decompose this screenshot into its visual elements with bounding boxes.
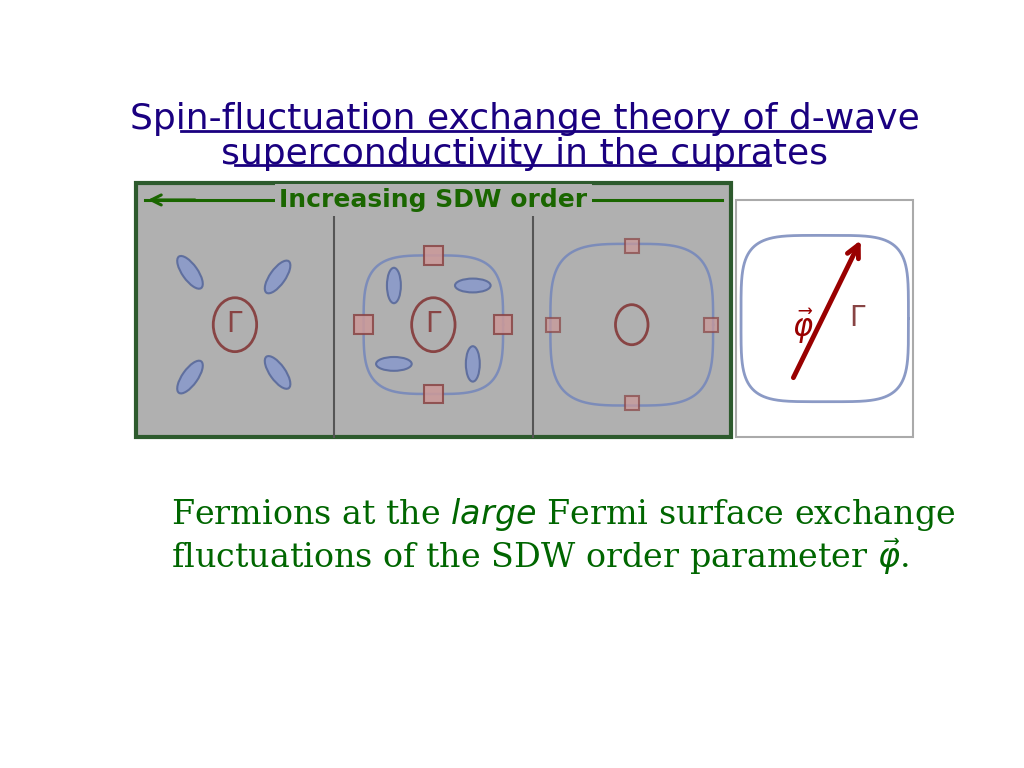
Text: Increasing SDW order: Increasing SDW order <box>280 188 588 212</box>
Ellipse shape <box>177 361 203 393</box>
Text: $\Gamma$: $\Gamma$ <box>849 305 866 332</box>
Text: $\Gamma$: $\Gamma$ <box>226 311 244 338</box>
Bar <box>625 240 639 253</box>
Ellipse shape <box>387 268 400 303</box>
Bar <box>736 200 913 437</box>
Ellipse shape <box>265 260 291 293</box>
Bar <box>494 316 512 334</box>
Text: superconductivity in the cuprates: superconductivity in the cuprates <box>221 137 828 170</box>
Bar <box>424 385 442 403</box>
Ellipse shape <box>455 279 490 293</box>
Ellipse shape <box>376 357 412 371</box>
Text: Spin-fluctuation exchange theory of d-wave: Spin-fluctuation exchange theory of d-wa… <box>130 102 920 136</box>
Bar <box>703 318 718 332</box>
Ellipse shape <box>265 356 291 389</box>
Bar <box>625 396 639 410</box>
Text: $\Gamma$: $\Gamma$ <box>425 311 442 338</box>
Text: fluctuations of the SDW order parameter $\vec{\varphi}$.: fluctuations of the SDW order parameter … <box>171 536 908 577</box>
Text: $\vec{\varphi}$: $\vec{\varphi}$ <box>793 306 814 346</box>
Bar <box>354 316 373 334</box>
Bar <box>546 318 560 332</box>
Bar <box>136 183 731 437</box>
Ellipse shape <box>177 256 203 289</box>
Ellipse shape <box>466 346 480 382</box>
Text: Fermions at the $\mathit{large}$ Fermi surface exchange: Fermions at the $\mathit{large}$ Fermi s… <box>171 495 955 533</box>
Bar <box>424 247 442 265</box>
